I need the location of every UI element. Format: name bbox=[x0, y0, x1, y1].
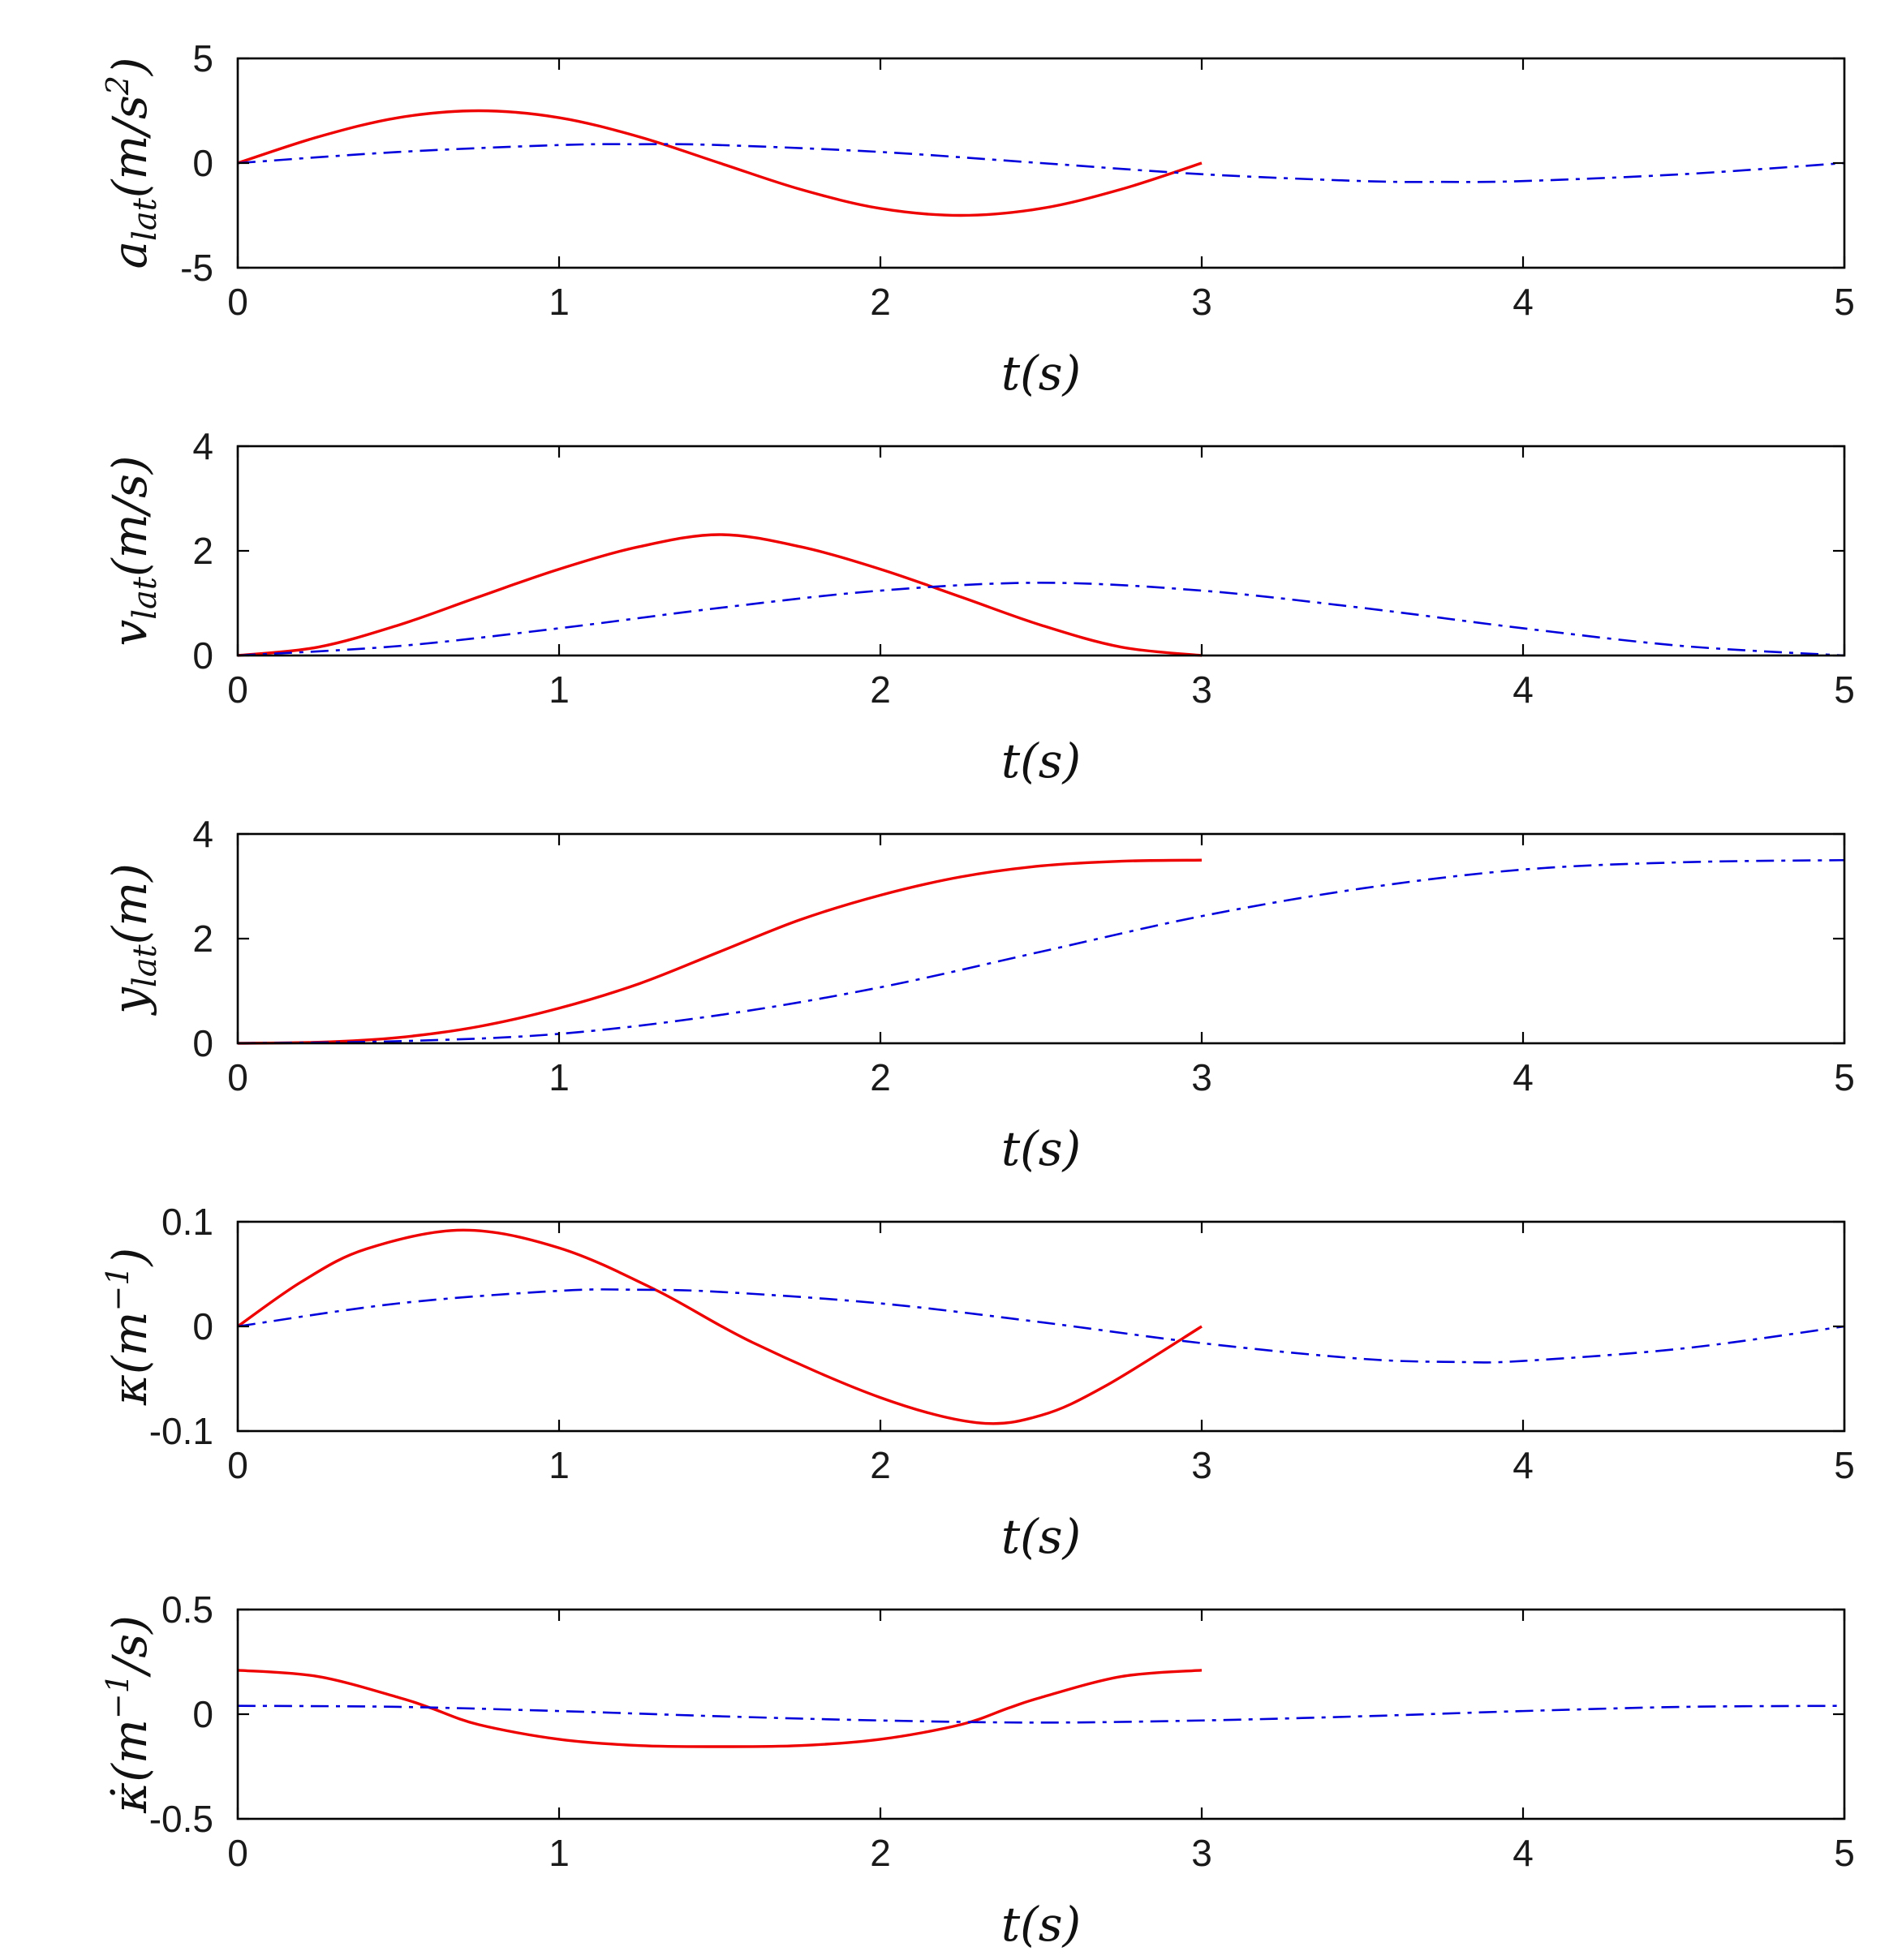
y_lat-xtick-label: 3 bbox=[1191, 1056, 1212, 1098]
kappa-ylabel-symbol: κ bbox=[102, 1374, 157, 1406]
kappa-xtick-label: 5 bbox=[1834, 1444, 1855, 1486]
kappa_dot-ylabel-sup: −1 bbox=[100, 1674, 136, 1719]
panel-kappa_dot: 0 1 2 3 4 5 -0.5 0 0.5 t(s) κ̇(m−1/s) bbox=[100, 1588, 1855, 1952]
a_lat-xtick-label: 4 bbox=[1512, 281, 1534, 323]
kappa-ytick-label: 0 bbox=[192, 1305, 213, 1348]
y_lat-ylabel: ylat(m) bbox=[102, 863, 164, 1017]
kappa-axes-box bbox=[236, 1220, 1846, 1433]
kappa-series-slow bbox=[237, 1288, 1845, 1364]
kappa_dot-series-slow bbox=[237, 1704, 1845, 1724]
a_lat-series-slow bbox=[237, 143, 1845, 183]
y_lat-xlabel: t(s) bbox=[1001, 1121, 1081, 1176]
v_lat-ytick-label: 4 bbox=[192, 425, 213, 467]
kappa_dot-ylabel-symbol: κ̇ bbox=[102, 1782, 157, 1814]
v_lat-xtick-label: 2 bbox=[870, 668, 891, 711]
v_lat-ylabel-unit: (m/s) bbox=[102, 455, 157, 577]
kappa_dot-series-fast bbox=[237, 1669, 1203, 1748]
kappa-ylabel-sup: −1 bbox=[100, 1266, 136, 1311]
v_lat-xtick-label: 0 bbox=[227, 668, 248, 711]
a_lat-ylabel-unit: (m/s bbox=[102, 95, 157, 198]
a_lat-xlabel: t(s) bbox=[1001, 346, 1081, 401]
kappa-ylabel-unit-close: ) bbox=[102, 1248, 157, 1268]
a_lat-ytick-label: 0 bbox=[192, 142, 213, 184]
kappa-xlabel: t(s) bbox=[1001, 1509, 1081, 1564]
y_lat-ytick-label: 4 bbox=[192, 813, 213, 855]
panel-kappa: 0 1 2 3 4 5 -0.1 0 0.1 t(s) κ(m−1) bbox=[100, 1201, 1855, 1564]
v_lat-ylabel-symbol: v bbox=[102, 620, 157, 647]
kappa_dot-ytick-label: 0 bbox=[192, 1693, 213, 1735]
kappa-series-fast bbox=[237, 1228, 1203, 1425]
v_lat-ylabel: vlat(m/s) bbox=[102, 455, 164, 646]
kappa_dot-ylabel-unit-close: /s) bbox=[102, 1615, 157, 1678]
kappa-xtick-label: 4 bbox=[1512, 1444, 1534, 1486]
a_lat-series-fast bbox=[237, 109, 1203, 217]
a_lat-xtick-label: 0 bbox=[227, 281, 248, 323]
panel-v_lat: 0 1 2 3 4 5 0 2 4 t(s) vlat(m/s) bbox=[102, 425, 1855, 789]
a_lat-ylabel-unit-close: ) bbox=[102, 57, 157, 77]
y_lat-ylabel-symbol: y bbox=[102, 986, 157, 1017]
a_lat-ylabel-symbol: a bbox=[102, 241, 157, 269]
kappa-ytick-label: -0.1 bbox=[149, 1410, 213, 1452]
y_lat-series-fast bbox=[237, 858, 1203, 1045]
y_lat-xtick-label: 4 bbox=[1512, 1056, 1534, 1098]
v_lat-ylabel-sub: lat bbox=[127, 576, 164, 620]
kappa_dot-xtick-label: 0 bbox=[227, 1832, 248, 1874]
v_lat-xlabel: t(s) bbox=[1001, 733, 1081, 789]
a_lat-xtick-label: 3 bbox=[1191, 281, 1212, 323]
kappa_dot-xlabel: t(s) bbox=[1001, 1897, 1081, 1952]
kappa-ylabel: κ(m−1) bbox=[100, 1248, 157, 1406]
v_lat-xtick-label: 4 bbox=[1512, 668, 1534, 711]
y_lat-ylabel-sub: lat bbox=[127, 943, 164, 987]
kappa-xtick-label: 2 bbox=[870, 1444, 891, 1486]
v_lat-series-fast bbox=[237, 533, 1203, 657]
y_lat-xtick-label: 5 bbox=[1834, 1056, 1855, 1098]
y_lat-ytick-label: 0 bbox=[192, 1022, 213, 1064]
kappa_dot-xtick-label: 1 bbox=[549, 1832, 570, 1874]
kappa_dot-xtick-label: 2 bbox=[870, 1832, 891, 1874]
kappa_dot-xtick-label: 3 bbox=[1191, 1832, 1212, 1874]
v_lat-ytick-label: 0 bbox=[192, 634, 213, 677]
v_lat-series-slow bbox=[237, 582, 1845, 657]
kappa-xtick-label: 1 bbox=[549, 1444, 570, 1486]
a_lat-xtick-label: 2 bbox=[870, 281, 891, 323]
v_lat-xtick-label: 3 bbox=[1191, 668, 1212, 711]
kappa_dot-xtick-label: 4 bbox=[1512, 1832, 1534, 1874]
a_lat-ytick-label: 5 bbox=[192, 37, 213, 80]
kappa_dot-xtick-label: 5 bbox=[1834, 1832, 1855, 1874]
v_lat-xtick-label: 1 bbox=[549, 668, 570, 711]
kappa-ytick-label: 0.1 bbox=[161, 1201, 213, 1243]
v_lat-ytick-label: 2 bbox=[192, 530, 213, 572]
a_lat-ylabel-sup: 2 bbox=[100, 75, 136, 96]
a_lat-ylabel: alat(m/s2) bbox=[100, 57, 164, 269]
panel-y_lat: 0 1 2 3 4 5 0 2 4 t(s) ylat(m) bbox=[102, 813, 1855, 1176]
kappa_dot-ytick-label: -0.5 bbox=[149, 1798, 213, 1840]
a_lat-ytick-label: -5 bbox=[180, 247, 213, 289]
kappa-xtick-label: 0 bbox=[227, 1444, 248, 1486]
y_lat-ylabel-unit: (m) bbox=[102, 863, 157, 944]
v_lat-xtick-label: 5 bbox=[1834, 668, 1855, 711]
a_lat-xtick-label: 1 bbox=[549, 281, 570, 323]
y_lat-ytick-label: 2 bbox=[192, 918, 213, 960]
a_lat-xtick-label: 5 bbox=[1834, 281, 1855, 323]
y_lat-xtick-label: 0 bbox=[227, 1056, 248, 1098]
kappa-ylabel-unit: (m bbox=[102, 1311, 157, 1374]
y_lat-xtick-label: 1 bbox=[549, 1056, 570, 1098]
y_lat-series-slow bbox=[237, 858, 1845, 1045]
kappa-xtick-label: 3 bbox=[1191, 1444, 1212, 1486]
kappa_dot-ytick-label: 0.5 bbox=[161, 1588, 213, 1631]
kappa_dot-ylabel-unit: (m bbox=[102, 1719, 157, 1782]
kappa_dot-axes-box bbox=[236, 1608, 1846, 1820]
y_lat-xtick-label: 2 bbox=[870, 1056, 891, 1098]
a_lat-ylabel-sub: lat bbox=[127, 197, 164, 241]
kappa_dot-ylabel: κ̇(m−1/s) bbox=[100, 1615, 157, 1814]
